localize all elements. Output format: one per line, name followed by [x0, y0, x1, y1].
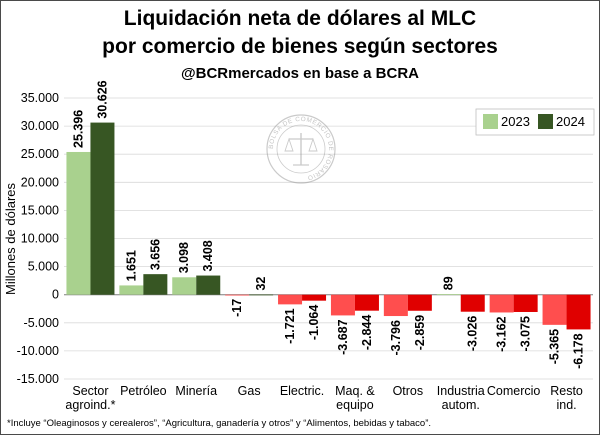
data-label-2023-1: 1.651: [124, 250, 138, 281]
y-tick-label: 15.000: [21, 203, 59, 217]
data-label-2023-6: -3.796: [389, 320, 403, 355]
data-label-2024-9: -6.178: [572, 333, 586, 368]
x-tick-label: Sector: [72, 384, 108, 398]
bar-2024-3: [249, 294, 274, 296]
x-tick-label: Gas: [238, 384, 261, 398]
data-label-2023-8: -3.162: [495, 316, 509, 351]
data-label-2024-6: -2.859: [413, 315, 427, 350]
legend-label-2023: 2023: [501, 114, 530, 129]
y-tick-label: -15.000: [17, 372, 59, 386]
bar-2024-1: [143, 274, 168, 295]
data-label-2023-2: 3.098: [177, 242, 191, 273]
data-labels: 25.396 1.651 3.098 -17 -1.721 -3.687 -3.796 89 -…: [71, 80, 585, 369]
bar-2023-8: [489, 294, 514, 313]
x-tick-label: equipo: [336, 398, 374, 412]
data-label-2024-2: 3.408: [201, 240, 215, 271]
x-tick-label: Minería: [175, 384, 217, 398]
y-tick-label: -5.000: [24, 316, 59, 330]
x-tick-label: Electric.: [280, 384, 324, 398]
x-tick-label: Comercio: [487, 384, 541, 398]
data-label-2024-0: 30.626: [95, 80, 109, 118]
y-tick-label: 20.000: [21, 175, 59, 189]
y-axis-title: Millones de dólares: [3, 183, 18, 296]
bar-2023-2: [172, 277, 197, 295]
x-tick-label: Maq. &: [335, 384, 375, 398]
data-label-2023-0: 25.396: [71, 110, 85, 148]
legend-swatch-2023: [483, 114, 498, 129]
x-tick-label: agroind.*: [65, 398, 115, 412]
y-tick-label: 25.000: [21, 147, 59, 161]
y-tick-label: 30.000: [21, 119, 59, 133]
x-tick-label: autom.: [442, 398, 480, 412]
legend: 2023 2024: [475, 108, 595, 136]
data-label-2024-5: -2.844: [360, 315, 374, 350]
bars: [66, 122, 591, 330]
data-label-2024-7: -3.026: [466, 316, 480, 351]
data-label-2024-4: -1.064: [307, 305, 321, 340]
bar-2023-9: [542, 294, 567, 325]
bar-2023-0: [66, 151, 91, 295]
chart-title-line-2: por comercio de bienes según sectores: [102, 35, 498, 58]
legend-swatch-2024: [538, 114, 553, 129]
y-axis: -15.000 -10.000 -5.000 0 5.000 10.000 15.000 20…: [17, 91, 59, 386]
bcr-seal-watermark: BOLSA DE COMERCIO DE ROSARIO: [266, 114, 336, 184]
bar-2023-4: [278, 294, 303, 305]
chart-title-line-1: Liquidación neta de dólares al MLC: [123, 7, 477, 30]
bar-2024-0: [90, 122, 115, 295]
bar-2024-7: [460, 294, 485, 312]
bar-2023-7: [436, 294, 461, 295]
legend-label-2024: 2024: [556, 114, 585, 129]
y-tick-label: 0: [52, 288, 59, 302]
data-label-2023-4: -1.721: [283, 308, 297, 343]
bar-2023-3: [225, 294, 250, 296]
data-label-2023-9: -5.365: [548, 329, 562, 364]
data-label-2024-3: 32: [254, 277, 268, 291]
bar-2023-6: [383, 294, 408, 317]
bar-2023-1: [119, 285, 144, 295]
x-tick-label: Resto: [550, 384, 583, 398]
x-tick-label: Petróleo: [120, 384, 167, 398]
y-tick-label: 10.000: [21, 232, 59, 246]
data-label-2023-7: 89: [442, 276, 456, 290]
bar-2024-2: [196, 275, 221, 295]
x-tick-label: Industria: [437, 384, 485, 398]
bar-2024-5: [354, 294, 379, 311]
y-tick-label: 35.000: [21, 91, 59, 105]
data-label-2024-1: 3.656: [148, 239, 162, 270]
footnote: *Incluye “Oleaginosos y cerealeros”, “Ag…: [7, 418, 432, 429]
x-tick-label: ind.: [556, 398, 576, 412]
bar-2024-8: [513, 294, 538, 312]
y-tick-label: -10.000: [17, 344, 59, 358]
data-label-2023-5: -3.687: [336, 319, 350, 354]
chart-subtitle: @BCRmercados en base a BCRA: [180, 65, 420, 82]
x-tick-label: Otros: [393, 384, 424, 398]
bar-2024-9: [566, 294, 591, 330]
bar-2023-5: [330, 294, 355, 316]
bar-2024-4: [302, 294, 327, 301]
data-label-2024-8: -3.075: [519, 316, 533, 351]
data-label-2023-3: -17: [230, 299, 244, 317]
bar-2024-6: [407, 294, 432, 311]
y-tick-label: 5.000: [28, 260, 59, 274]
